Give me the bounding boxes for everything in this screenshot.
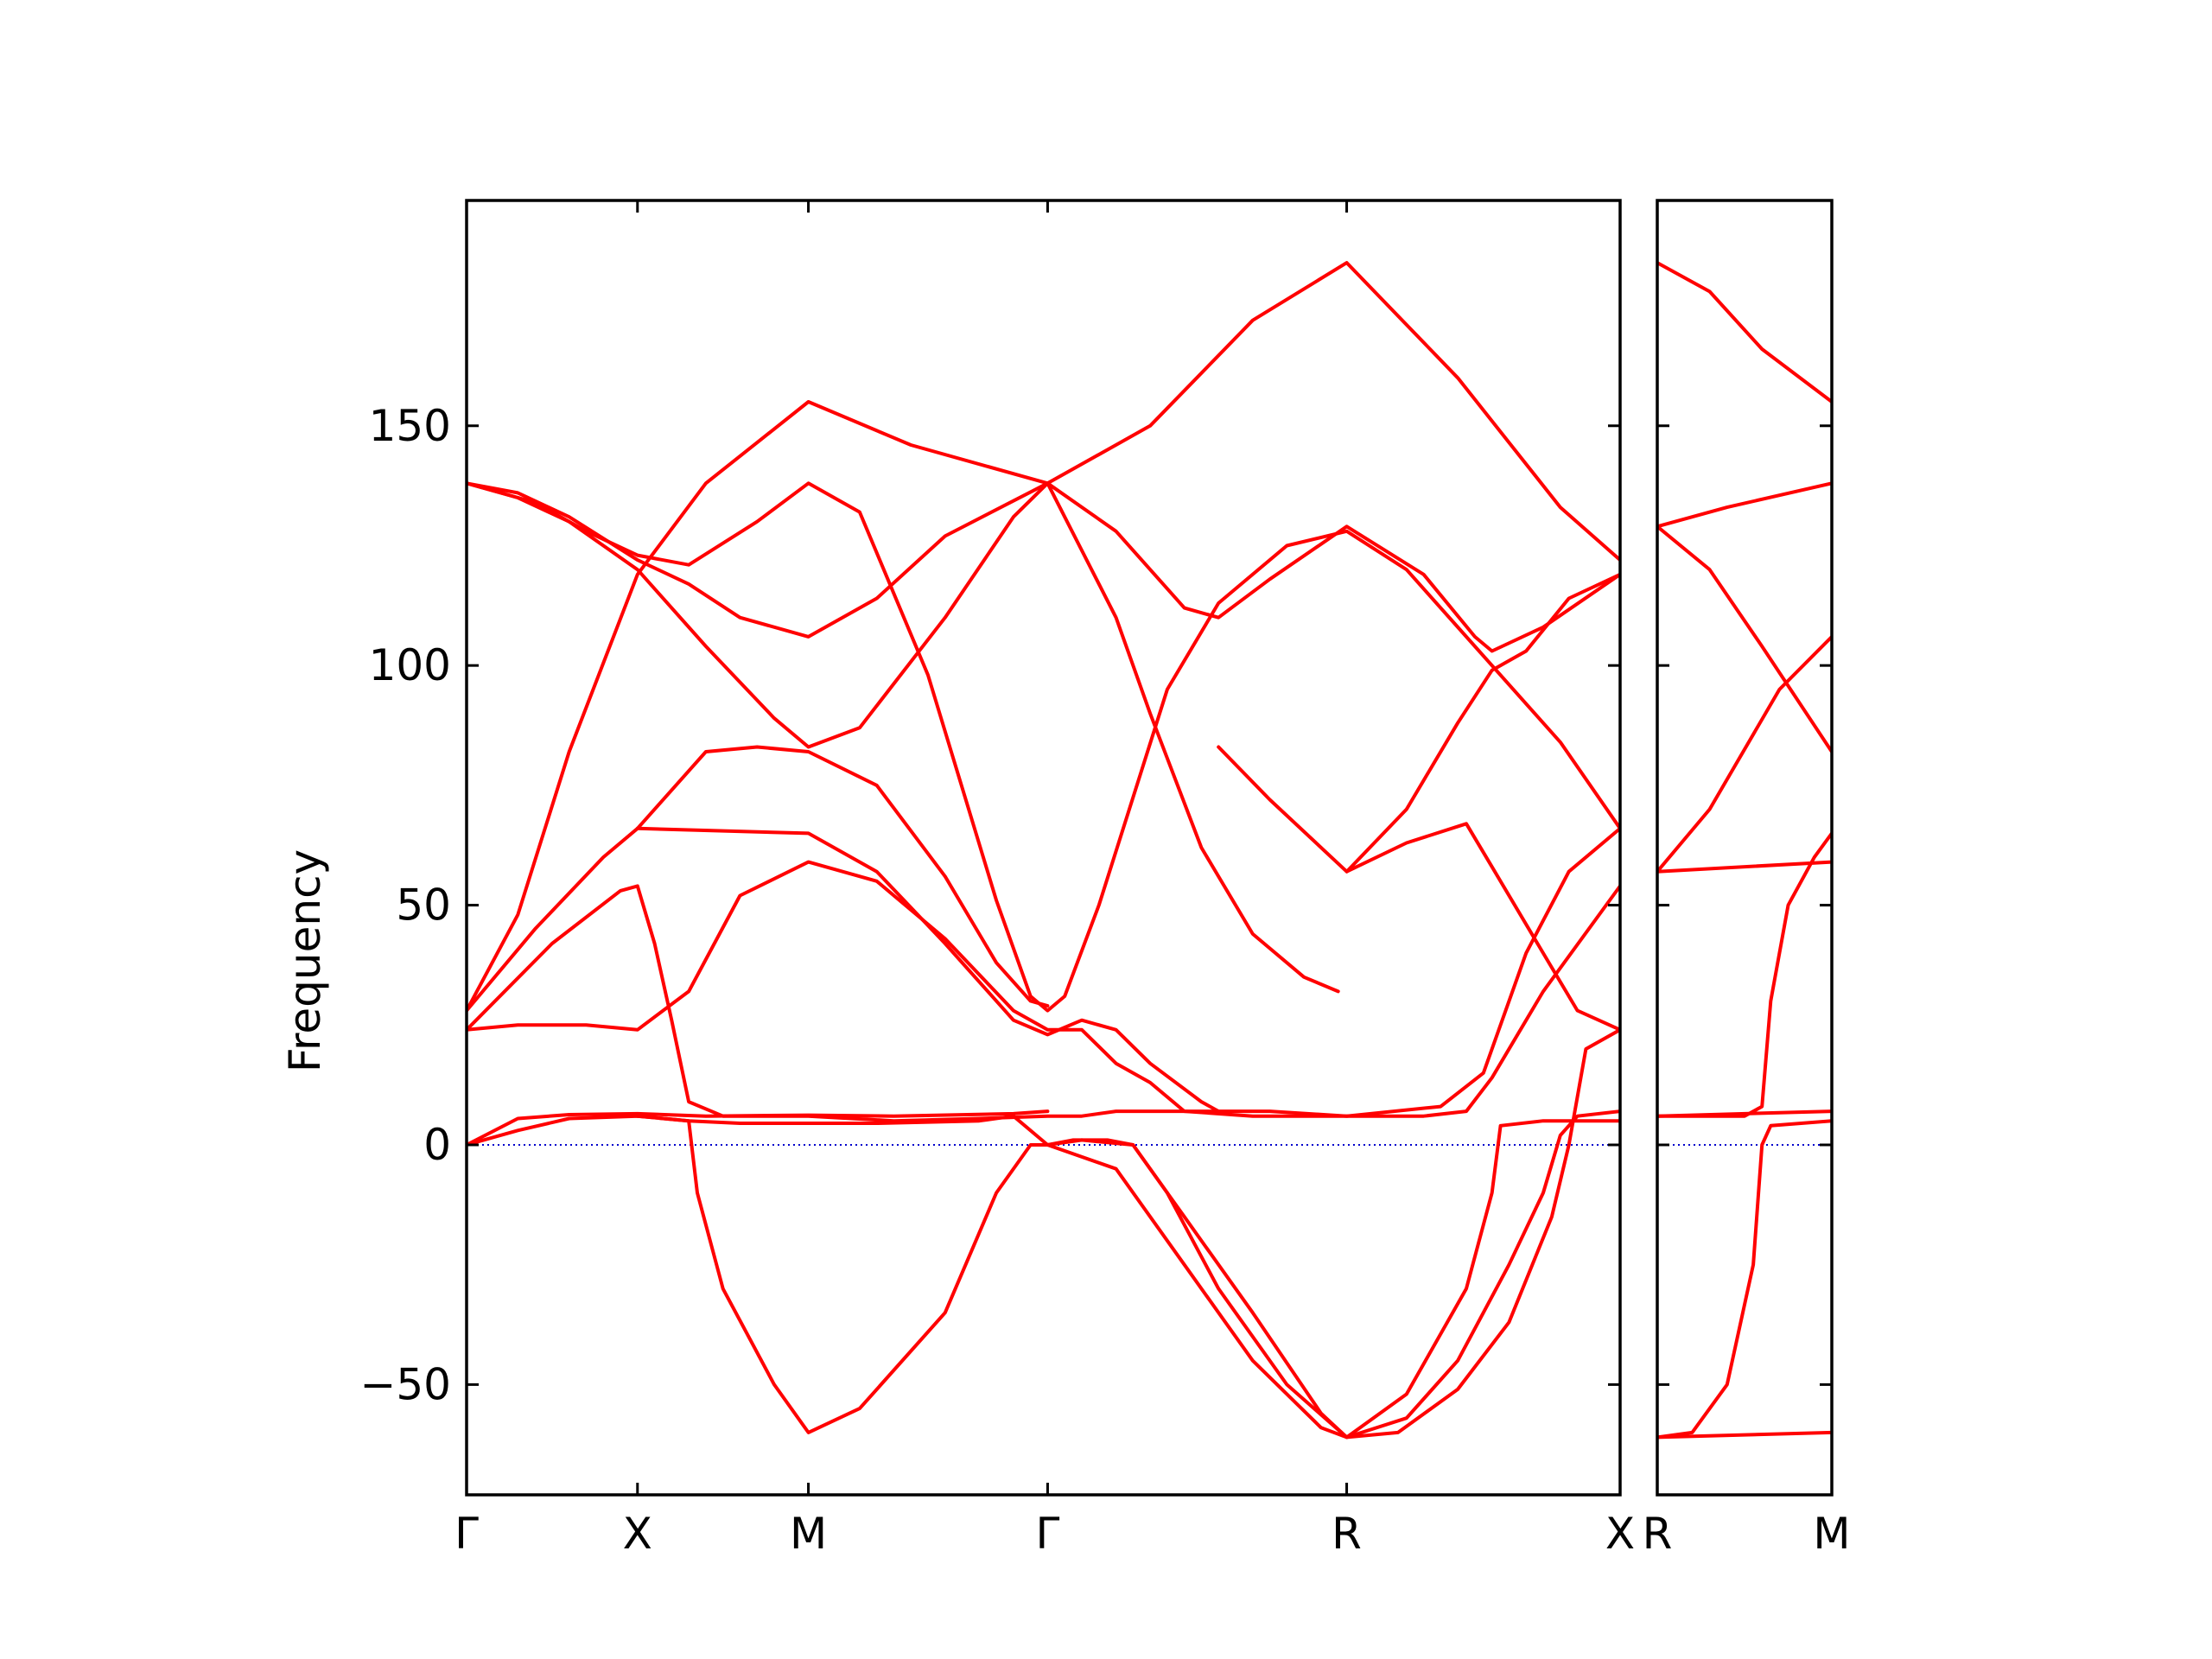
bands — [1657, 261, 1832, 1440]
band-line-1 — [467, 261, 1620, 1013]
x-tick-label: Γ — [1036, 1509, 1060, 1559]
y-axis-title: Frequency — [280, 849, 330, 1072]
band-line-1 — [1657, 261, 1832, 404]
band-line-7 — [1657, 1109, 1832, 1118]
band-line-12 — [1046, 1109, 1620, 1440]
band-line-10 — [467, 1109, 1050, 1147]
x-tick-label: X — [623, 1509, 652, 1559]
x-tick-label: M — [1813, 1509, 1850, 1559]
band-line-4 — [1657, 634, 1832, 874]
plot-frame — [465, 199, 1622, 1497]
y-tick-label: 100 — [369, 640, 451, 690]
band-line-5 — [467, 745, 1050, 1013]
band-line-5 — [1657, 860, 1832, 874]
band-line-2 — [1657, 481, 1832, 529]
y-tick-label: 50 — [396, 880, 451, 931]
plot-frame — [1656, 199, 1834, 1497]
band-line-9 — [1657, 1430, 1832, 1440]
bands — [467, 261, 1620, 1440]
band-line-3 — [467, 481, 1340, 994]
band-line-13 — [1046, 1119, 1620, 1440]
band-line-8 — [635, 826, 1221, 1114]
x-tick-label: R — [1643, 1509, 1673, 1559]
y-tick-label: 150 — [369, 401, 451, 451]
band-line-3 — [1657, 524, 1832, 753]
band-line-14 — [1046, 1027, 1620, 1440]
y-tick-label: −50 — [359, 1359, 451, 1409]
x-tick-label: M — [790, 1509, 827, 1559]
main-panel: −50 0 50 100 150 Γ X M Γ R X — [359, 199, 1635, 1559]
band-line-15 — [1217, 745, 1620, 1032]
band-line-2 — [467, 481, 1620, 653]
band-line-11 — [635, 1114, 1050, 1434]
y-tick-label: 0 — [423, 1120, 451, 1170]
x-tick-label: X — [1605, 1509, 1635, 1559]
x-tick-label: Γ — [454, 1509, 479, 1559]
x-tick-label: R — [1332, 1509, 1362, 1559]
band-line-9 — [467, 1114, 1050, 1147]
band-line-16 — [1344, 572, 1620, 874]
band-line-7 — [467, 826, 1620, 1118]
band-line-8 — [1657, 1119, 1832, 1440]
band-line-6 — [1657, 831, 1832, 1118]
